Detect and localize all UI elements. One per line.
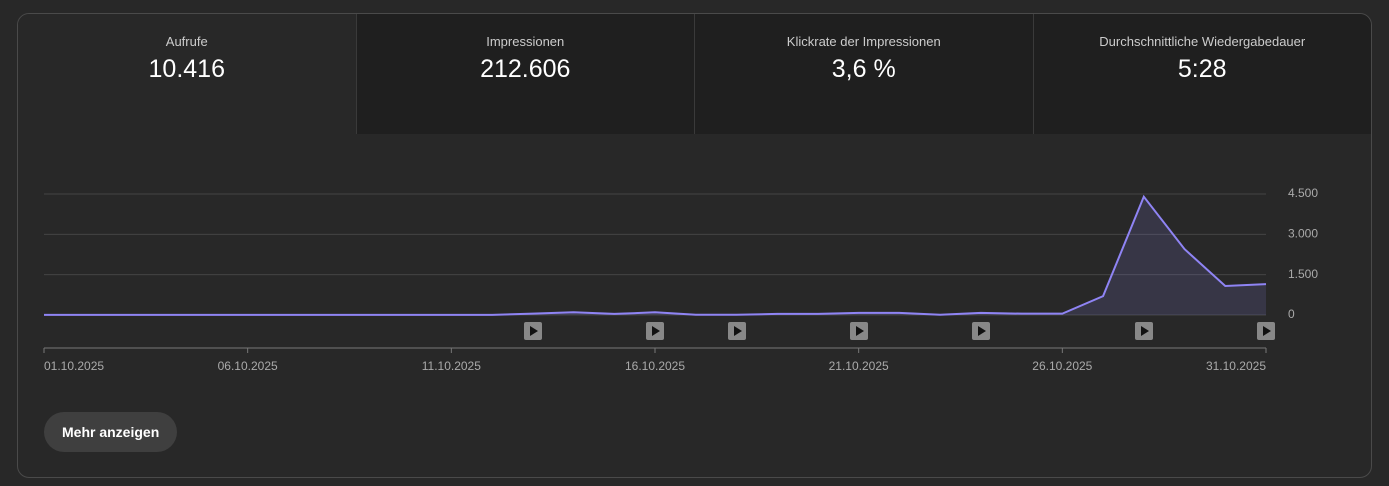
y-tick-label: 0 bbox=[1288, 307, 1295, 321]
metric-tab[interactable]: Aufrufe 10.416 bbox=[18, 14, 356, 134]
video-marker[interactable] bbox=[972, 322, 990, 340]
video-marker[interactable] bbox=[1135, 322, 1153, 340]
x-tick-label: 16.10.2025 bbox=[625, 359, 685, 373]
metric-value: 10.416 bbox=[148, 55, 225, 83]
analytics-card: Aufrufe 10.416 Impressionen 212.606 Klickr… bbox=[17, 13, 1372, 478]
metric-label: Aufrufe bbox=[165, 34, 208, 49]
video-marker[interactable] bbox=[524, 322, 542, 340]
x-tick-label: 01.10.2025 bbox=[44, 359, 104, 373]
x-tick-label: 06.10.2025 bbox=[218, 359, 278, 373]
x-tick-label: 11.10.2025 bbox=[422, 359, 481, 373]
video-marker[interactable] bbox=[646, 322, 664, 340]
metric-label: Klickrate der Impressionen bbox=[786, 34, 941, 49]
video-marker[interactable] bbox=[1257, 322, 1275, 340]
x-tick-label: 21.10.2025 bbox=[829, 359, 889, 373]
y-tick-label: 4.500 bbox=[1288, 186, 1318, 200]
y-tick-label: 1.500 bbox=[1288, 267, 1318, 281]
x-tick-label: 26.10.2025 bbox=[1032, 359, 1092, 373]
metric-label: Impressionen bbox=[486, 34, 565, 49]
y-tick-label: 3.000 bbox=[1288, 227, 1318, 241]
video-marker[interactable] bbox=[850, 322, 868, 340]
metric-tab[interactable]: Impressionen 212.606 bbox=[355, 14, 694, 134]
metric-value: 5:28 bbox=[1177, 55, 1227, 83]
show-more-button[interactable]: Mehr anzeigen bbox=[44, 412, 178, 452]
metric-value: 3,6 % bbox=[831, 55, 896, 83]
metric-tab[interactable]: Durchschnittliche Wiedergabedauer 5:28 bbox=[1032, 14, 1371, 134]
metric-tab[interactable]: Klickrate der Impressionen 3,6 % bbox=[694, 14, 1033, 134]
line bbox=[44, 194, 1267, 316]
metric-tabs: Aufrufe 10.416 Impressionen 212.606 Klickr… bbox=[18, 14, 1371, 134]
x-tick-label: 31.10.2025 bbox=[1206, 359, 1266, 373]
area bbox=[44, 196, 1266, 315]
video-marker[interactable] bbox=[728, 322, 746, 340]
metric-value: 212.606 bbox=[480, 55, 571, 83]
video-markers bbox=[524, 322, 1275, 340]
metric-label: Durchschnittliche Wiedergabedauer bbox=[1099, 34, 1306, 49]
